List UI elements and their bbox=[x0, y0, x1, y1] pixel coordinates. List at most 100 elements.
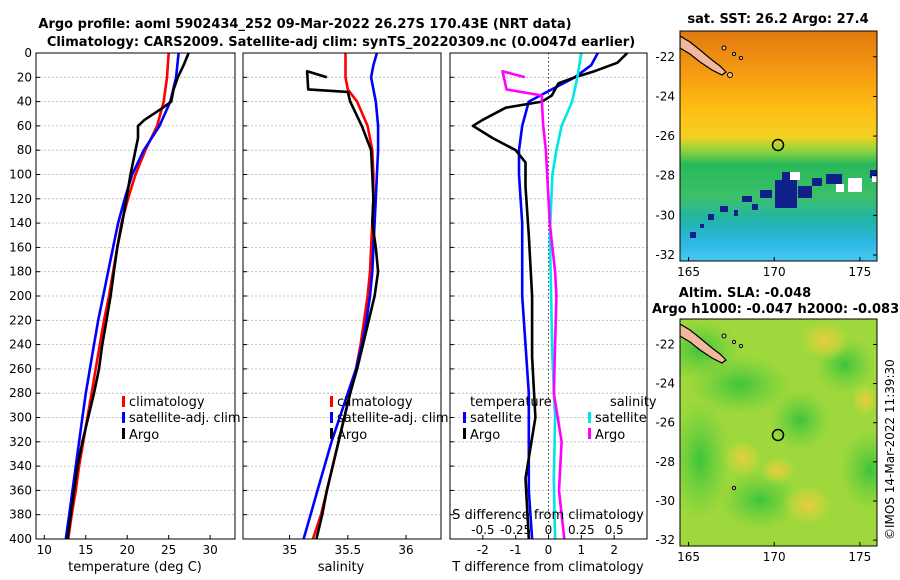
sst-map-frame bbox=[679, 30, 878, 262]
x-tick-label: 20 bbox=[120, 543, 135, 557]
legend-label-argo: Argo bbox=[129, 428, 159, 443]
island-new-caledonia bbox=[680, 35, 727, 76]
x-tick-label: 10 bbox=[37, 543, 52, 557]
x-tick-label: 35.5 bbox=[334, 543, 361, 557]
y-tick-label: 160 bbox=[9, 240, 32, 254]
salinity-legend: climatology satellite-adj. clim Argo bbox=[330, 395, 449, 443]
sla-map-subtitle: Argo h1000: -0.047 h2000: -0.083 bbox=[652, 302, 899, 317]
plot-frame bbox=[449, 52, 648, 540]
top-x-tick-label: -0.25 bbox=[500, 523, 531, 537]
y-tick-label: 140 bbox=[9, 216, 32, 230]
sla-map-image bbox=[680, 319, 877, 546]
legend-mark-t-argo bbox=[463, 428, 466, 439]
plot-frame bbox=[35, 52, 236, 540]
y-tick-label: 340 bbox=[9, 459, 32, 473]
difference-xlabel: T difference from climatology bbox=[451, 560, 644, 575]
legend-label-climatology: climatology bbox=[129, 395, 205, 410]
map-y-tick-label: -26 bbox=[655, 416, 675, 430]
salinity-xlabel: salinity bbox=[318, 560, 365, 575]
x-tick-label: 25 bbox=[161, 543, 176, 557]
map-y-tick-label: -24 bbox=[655, 377, 675, 391]
map-x-tick-label: 165 bbox=[677, 265, 700, 279]
plot-frame bbox=[242, 52, 442, 540]
map-y-tick-label: -24 bbox=[655, 89, 675, 103]
map-x-tick-label: 170 bbox=[763, 265, 786, 279]
x-tick-label: -1 bbox=[510, 543, 522, 557]
legend-mark-satellite bbox=[122, 412, 125, 423]
map-y-tick-label: -28 bbox=[655, 455, 675, 469]
island-small bbox=[721, 45, 727, 51]
legend-mark-argo bbox=[330, 428, 333, 439]
timestamp: ©IMOS 14-Mar-2022 11:39:30 bbox=[883, 359, 897, 540]
map-y-tick-label: -22 bbox=[655, 50, 675, 64]
legend-label-satellite: satellite-adj. clim bbox=[129, 411, 241, 426]
series-line-argo bbox=[66, 52, 190, 540]
legend-label-climatology: climatology bbox=[337, 395, 413, 410]
x-tick-label: 2 bbox=[610, 543, 618, 557]
y-tick-label: 20 bbox=[17, 70, 32, 84]
y-tick-label: 360 bbox=[9, 483, 32, 497]
y-tick-label: 220 bbox=[9, 313, 32, 327]
legend-mark-climatology bbox=[122, 396, 125, 407]
y-tick-label: 40 bbox=[17, 95, 32, 109]
difference-top-xlabel: S difference from climatology bbox=[452, 508, 644, 523]
y-tick-label: 80 bbox=[17, 143, 32, 157]
legend-title-temperature: temperature bbox=[470, 395, 552, 410]
sst-cold-patches bbox=[690, 170, 877, 238]
argo-location-marker bbox=[771, 428, 785, 442]
map-x-tick-label: 175 bbox=[848, 550, 871, 564]
argo-location-marker bbox=[771, 138, 785, 152]
series-line-satellite-adj-clim bbox=[302, 52, 380, 540]
sla-map-frame bbox=[679, 318, 878, 547]
y-tick-label: 400 bbox=[9, 532, 32, 546]
x-tick-label: 1 bbox=[578, 543, 586, 557]
y-tick-label: 320 bbox=[9, 435, 32, 449]
island-small bbox=[731, 485, 737, 491]
x-tick-label: 36 bbox=[398, 543, 413, 557]
map-x-tick-label: 170 bbox=[763, 550, 786, 564]
y-tick-label: 0 bbox=[24, 46, 32, 60]
x-tick-label: 0 bbox=[545, 543, 553, 557]
y-tick-label: 300 bbox=[9, 411, 32, 425]
series-line-satellite-adj-clim bbox=[64, 52, 180, 540]
map-x-tick-label: 165 bbox=[677, 550, 700, 564]
map-y-tick-label: -22 bbox=[655, 337, 675, 351]
x-tick-label: 30 bbox=[202, 543, 217, 557]
y-tick-label: 120 bbox=[9, 192, 32, 206]
map-y-tick-label: -32 bbox=[655, 248, 675, 262]
y-tick-label: 260 bbox=[9, 362, 32, 376]
y-tick-label: 380 bbox=[9, 508, 32, 522]
map-x-tick-label: 175 bbox=[848, 265, 871, 279]
island-new-caledonia bbox=[680, 323, 727, 364]
temperature-panel: 0 20 40 60 80 100 120 140 160 180 200 220 240 260 280 3… bbox=[9, 46, 236, 557]
legend-label-argo: Argo bbox=[337, 428, 367, 443]
legend-label-satellite: satellite-adj. clim bbox=[337, 411, 449, 426]
y-tick-label: 60 bbox=[17, 119, 32, 133]
sla-map-title: Altim. SLA: -0.048 bbox=[679, 286, 811, 301]
legend-title-salinity: salinity bbox=[610, 395, 657, 410]
temperature-xlabel: temperature (deg C) bbox=[68, 560, 202, 575]
legend-label-s-satellite: satellite bbox=[595, 411, 647, 426]
top-x-tick-label: -0.5 bbox=[471, 523, 494, 537]
series-line-s-argo bbox=[501, 69, 566, 540]
series-line-s-satellite bbox=[548, 52, 583, 540]
sst-map-image bbox=[680, 31, 877, 261]
legend-mark-argo bbox=[122, 428, 125, 439]
difference-legend: temperature salinity satellite Argo sate… bbox=[463, 395, 657, 443]
x-tick-label: 15 bbox=[78, 543, 93, 557]
y-tick-label: 280 bbox=[9, 386, 32, 400]
island-small bbox=[738, 55, 744, 61]
legend-label-t-satellite: satellite bbox=[470, 411, 522, 426]
map-y-tick-label: -32 bbox=[655, 533, 675, 547]
island-small bbox=[738, 343, 744, 349]
top-x-tick-label: 0.5 bbox=[605, 523, 624, 537]
y-tick-label: 200 bbox=[9, 289, 32, 303]
series-line-argo bbox=[305, 69, 380, 540]
map-y-tick-label: -28 bbox=[655, 169, 675, 183]
figure-title-line2: Climatology: CARS2009. Satellite-adj cli… bbox=[47, 35, 635, 50]
legend-label-s-argo: Argo bbox=[595, 428, 625, 443]
x-tick-label: -2 bbox=[477, 543, 489, 557]
temperature-legend: climatology satellite-adj. clim Argo bbox=[122, 395, 241, 443]
